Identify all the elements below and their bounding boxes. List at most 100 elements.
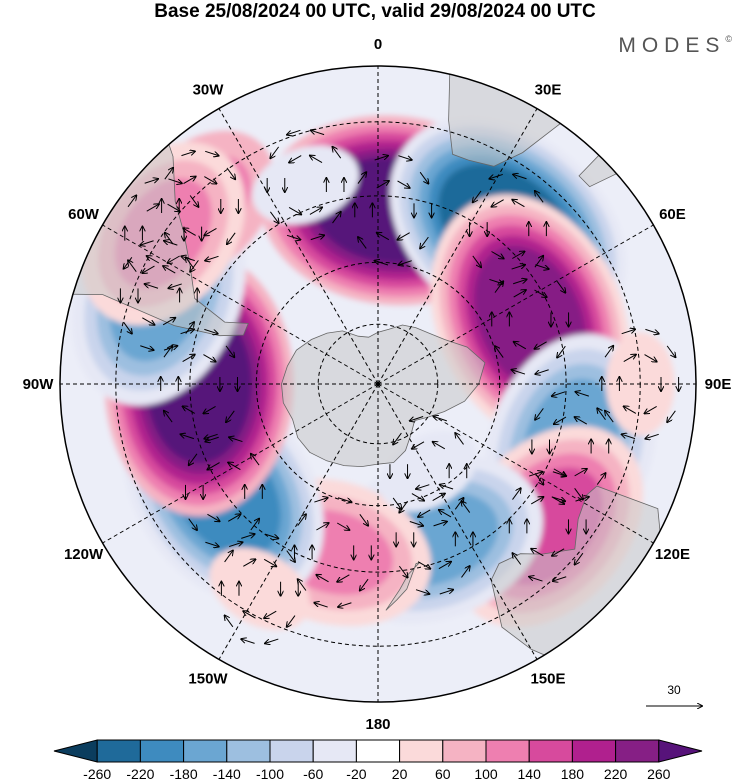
wind-arrow bbox=[310, 156, 323, 164]
wind-arrow bbox=[127, 195, 136, 208]
wind-arrow bbox=[666, 345, 675, 357]
colorbar-label: -100 bbox=[256, 766, 284, 782]
wind-arrow bbox=[228, 542, 242, 548]
wind-arrow bbox=[163, 346, 177, 351]
wind-arrow bbox=[289, 155, 302, 163]
wind-arrow bbox=[298, 579, 307, 591]
wind-arrow bbox=[243, 611, 256, 619]
wind-arrow bbox=[412, 441, 425, 449]
wind-arrow bbox=[597, 408, 606, 420]
wind-arrow bbox=[224, 551, 233, 563]
wind-arrow bbox=[181, 434, 195, 440]
wind-arrow bbox=[418, 509, 431, 517]
colorbar-swatch bbox=[442, 739, 487, 763]
map-boundary bbox=[59, 65, 697, 703]
wind-arrow bbox=[377, 233, 390, 241]
wind-arrow bbox=[181, 256, 195, 262]
wind-arrow bbox=[575, 552, 584, 564]
wind-arrow bbox=[264, 610, 277, 618]
wind-arrow bbox=[624, 406, 637, 414]
wind-arrow bbox=[263, 558, 276, 566]
wind-arrow bbox=[204, 227, 217, 235]
wind-arrow bbox=[667, 410, 676, 422]
reference-vector: 30 bbox=[646, 683, 702, 706]
brand-mark: © bbox=[725, 34, 732, 44]
wind-arrow bbox=[337, 497, 351, 502]
wind-arrow bbox=[576, 392, 589, 397]
wind-arrow bbox=[357, 172, 366, 184]
wind-arrow bbox=[270, 146, 280, 158]
graticule bbox=[60, 66, 696, 702]
wind-arrow bbox=[397, 180, 410, 188]
colorbar-swatch bbox=[226, 739, 271, 763]
wind-arrow bbox=[376, 181, 389, 189]
longitude-label: 120W bbox=[64, 546, 104, 563]
wind-arrow bbox=[645, 328, 658, 333]
wind-arrow bbox=[574, 469, 587, 477]
wind-arrow bbox=[314, 603, 328, 608]
wind-arrow bbox=[621, 329, 635, 335]
wind-arrow bbox=[535, 264, 548, 269]
wind-arrow bbox=[491, 251, 504, 258]
wind-arrow bbox=[511, 265, 525, 270]
wind-arrow bbox=[332, 212, 341, 224]
wind-arrow bbox=[358, 237, 367, 249]
colorbar-swatch bbox=[96, 739, 141, 763]
wind-arrow bbox=[183, 406, 196, 414]
wind-arrow bbox=[183, 177, 196, 185]
latitude-circle bbox=[189, 195, 567, 573]
wind-arrow bbox=[557, 345, 566, 357]
reference-vector-value: 30 bbox=[667, 683, 681, 697]
wind-arrow bbox=[409, 521, 423, 526]
wind-arrow bbox=[189, 453, 198, 465]
wind-arrow bbox=[205, 255, 219, 260]
wind-arrow bbox=[551, 496, 564, 504]
colorbar-swatch bbox=[485, 739, 530, 763]
longitude-label: 150E bbox=[530, 670, 565, 687]
wind-arrow bbox=[535, 191, 544, 203]
wind-arrow bbox=[438, 562, 451, 570]
wind-arrow bbox=[433, 522, 447, 527]
colorbar-swatch bbox=[615, 739, 660, 763]
wind-arrow bbox=[604, 346, 613, 358]
longitude-label: 30E bbox=[535, 82, 562, 99]
wind-arrow bbox=[644, 354, 657, 362]
meridian bbox=[377, 383, 538, 660]
colorbar-label: -60 bbox=[303, 766, 323, 782]
colorbar-swatch bbox=[658, 739, 703, 763]
colorbar-label: -20 bbox=[346, 766, 366, 782]
colorbar-swatch bbox=[355, 739, 401, 763]
wind-arrow bbox=[167, 203, 180, 211]
wind-arrow bbox=[535, 369, 549, 374]
wind-arrow bbox=[623, 355, 636, 363]
wind-arrow bbox=[417, 561, 430, 569]
wind-arrow bbox=[440, 485, 454, 490]
wind-arrow bbox=[552, 391, 566, 396]
wind-arrow bbox=[250, 519, 259, 531]
meridian bbox=[218, 108, 379, 385]
colorbar-swatch bbox=[269, 739, 314, 763]
wind-arrow bbox=[393, 432, 402, 444]
wind-arrow bbox=[207, 513, 219, 521]
wind-arrow bbox=[605, 411, 614, 423]
colorbar-swatch bbox=[528, 739, 573, 763]
wind-arrow bbox=[455, 433, 464, 445]
wind-arrow bbox=[314, 498, 327, 503]
wind-arrow bbox=[513, 279, 526, 285]
wind-arrow bbox=[241, 534, 254, 539]
longitude-labels: 0 30E 60E 90E 120E 150E 180 150W 120W 90W 60W 30W bbox=[23, 36, 732, 733]
wind-arrow bbox=[228, 463, 241, 470]
wind-arrow bbox=[530, 497, 543, 505]
wind-arrow bbox=[512, 200, 525, 208]
colorbar-label: 180 bbox=[561, 766, 585, 782]
wind-arrow bbox=[310, 235, 324, 241]
colorbar-label: 100 bbox=[474, 766, 498, 782]
wind-arrow bbox=[554, 416, 567, 424]
wind-arrow bbox=[205, 541, 218, 546]
wind-arrow bbox=[241, 639, 255, 644]
wind-arrow bbox=[416, 484, 430, 489]
wind-arrow bbox=[439, 510, 452, 518]
wind-arrow bbox=[309, 207, 322, 215]
wind-arrow bbox=[512, 251, 524, 259]
anomaly-contour bbox=[252, 145, 359, 225]
